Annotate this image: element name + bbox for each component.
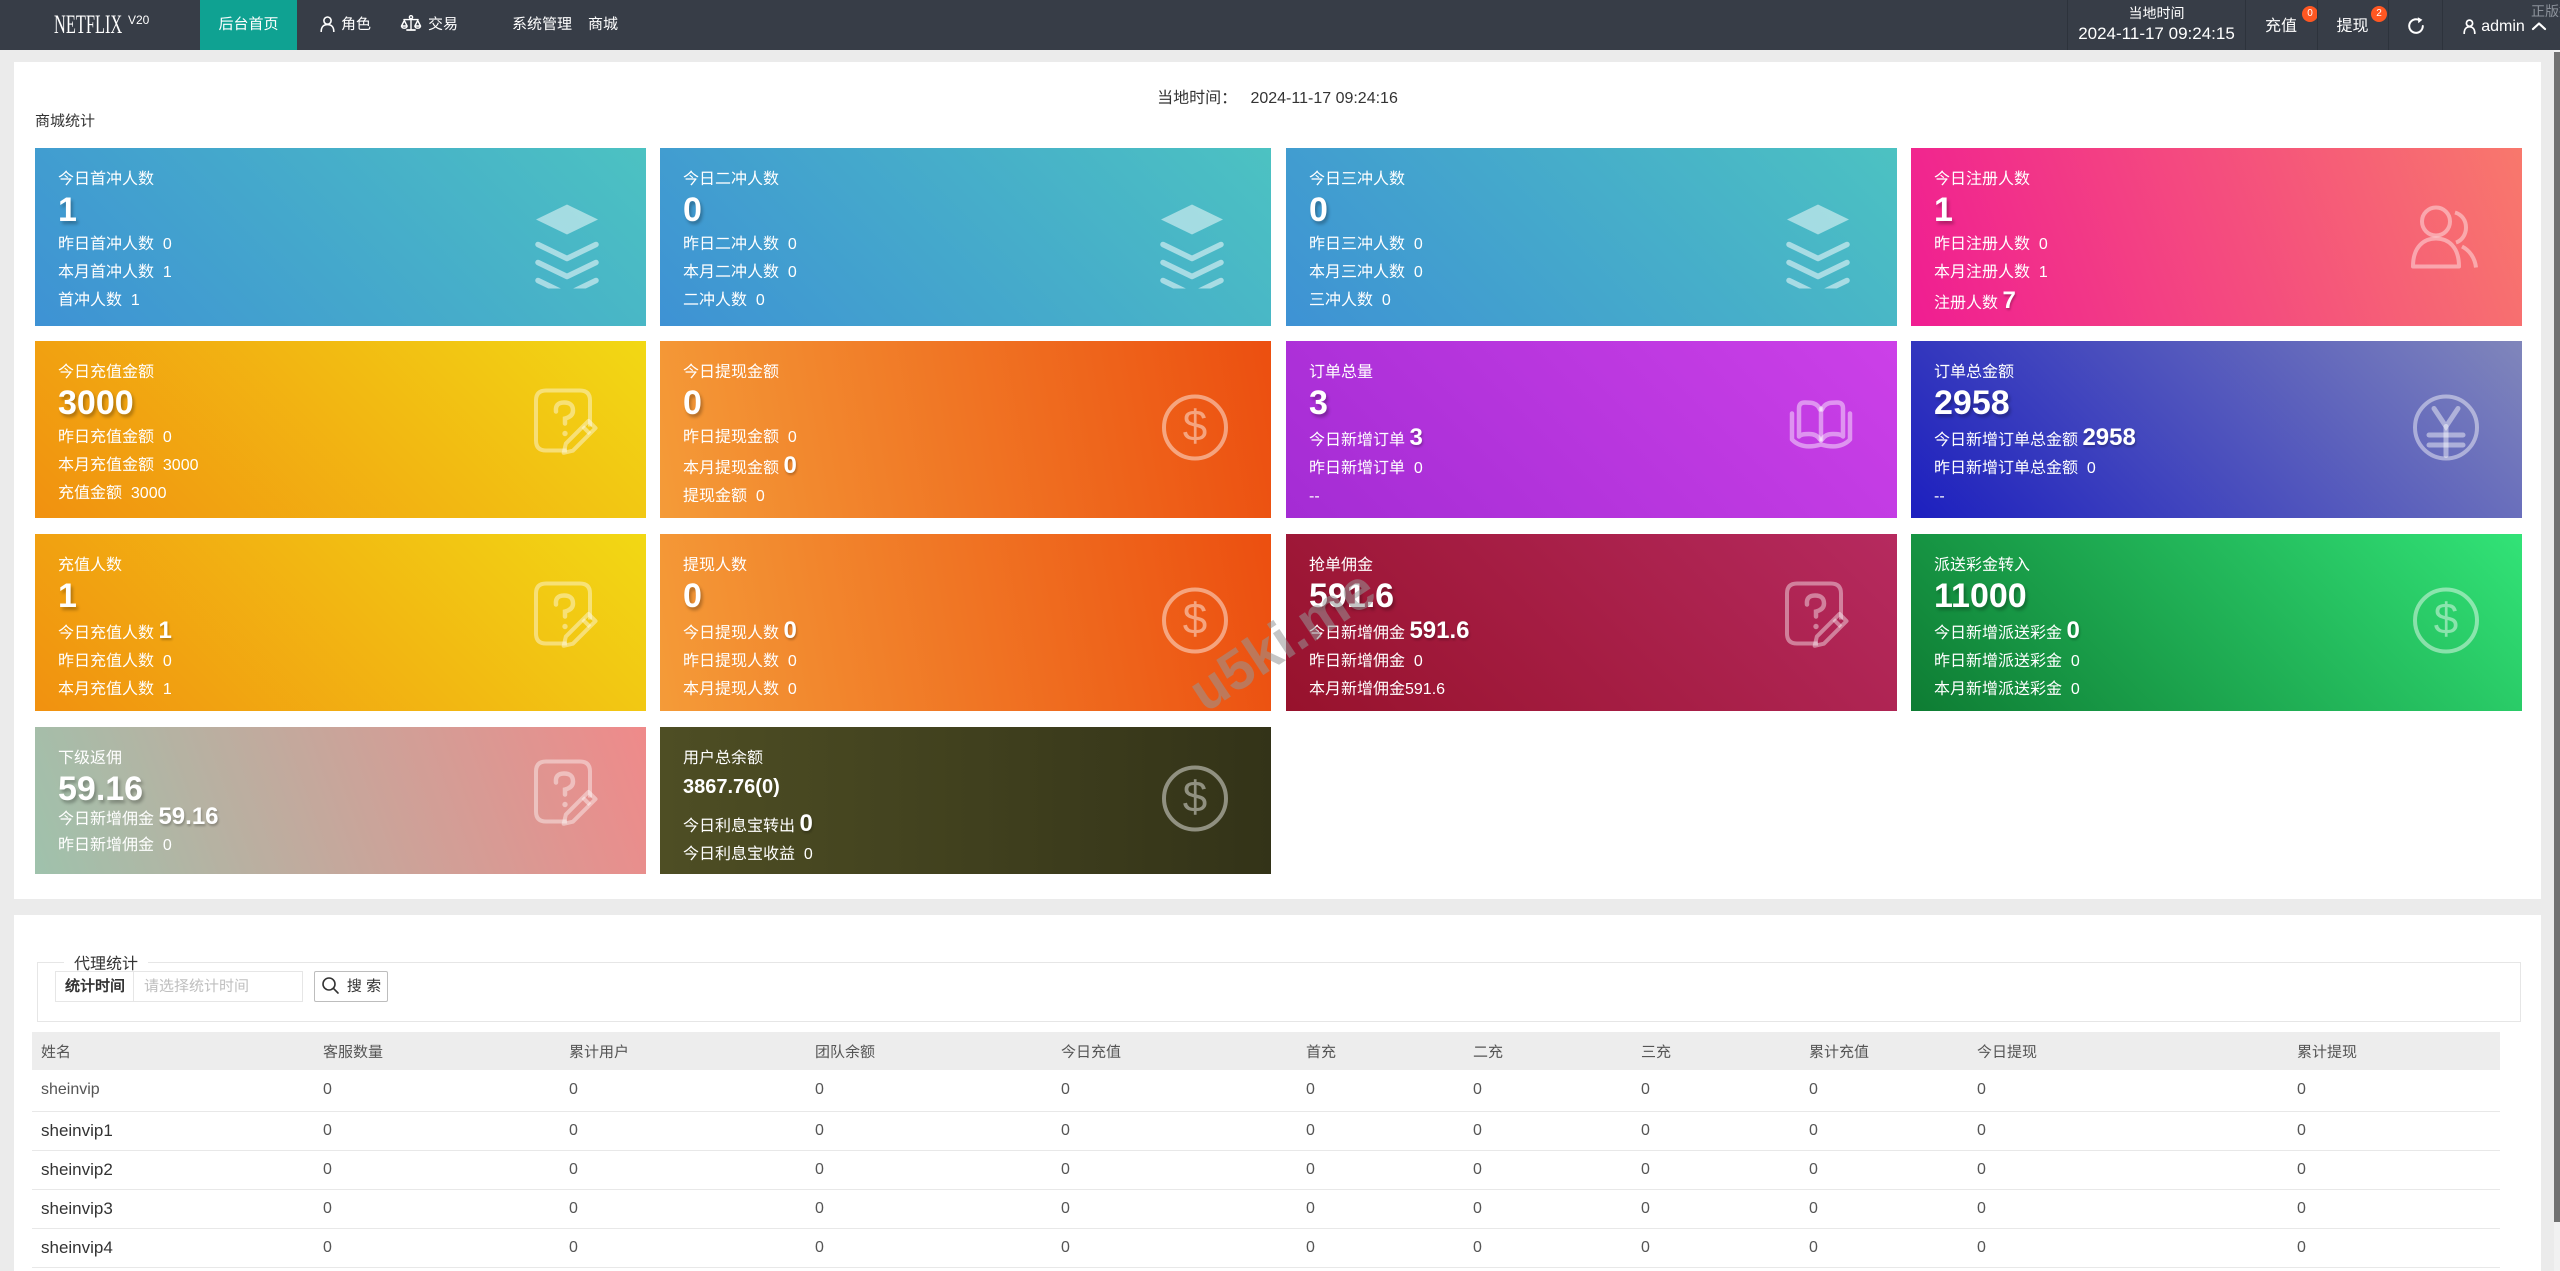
svg-text:$: $: [1183, 772, 1207, 821]
svg-text:$: $: [1183, 594, 1207, 643]
svg-text:$: $: [2434, 594, 2458, 643]
svg-text:$: $: [1183, 401, 1207, 450]
